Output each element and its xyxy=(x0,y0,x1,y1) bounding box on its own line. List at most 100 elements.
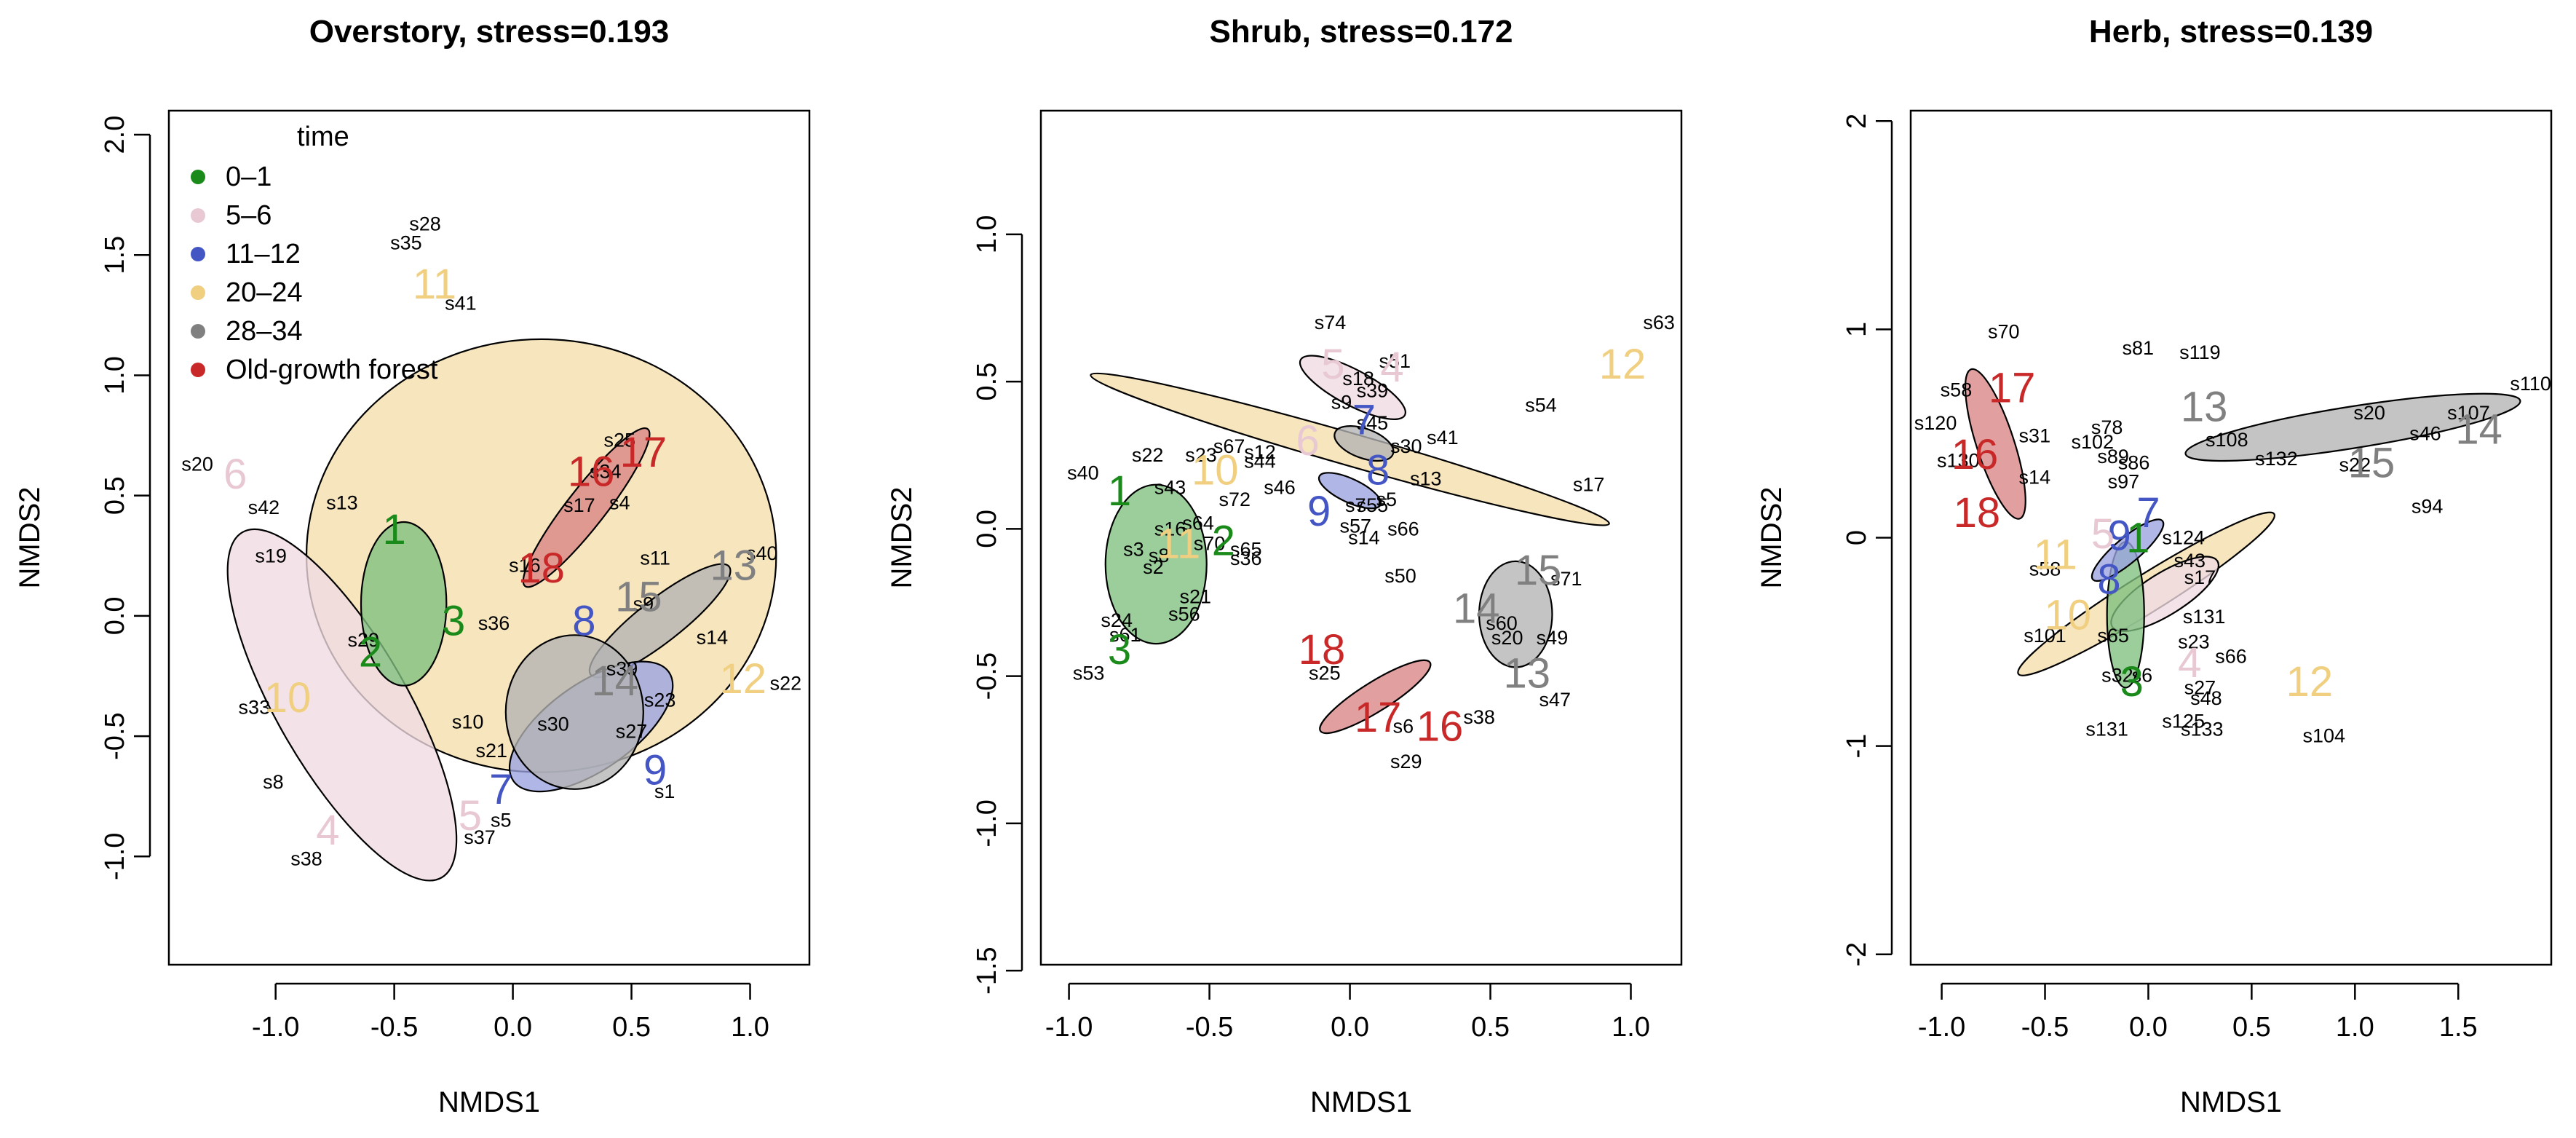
site-label: s25 xyxy=(603,430,635,451)
plot-frame xyxy=(167,109,811,966)
site-label: s51 xyxy=(1379,350,1411,372)
site-label: s43 xyxy=(1154,477,1186,499)
site-label: s29 xyxy=(347,629,379,651)
site-label: s58 xyxy=(1941,379,1973,400)
site-label: s49 xyxy=(1537,627,1569,649)
site-label: s47 xyxy=(1539,689,1572,711)
site-label: s27 xyxy=(616,720,648,742)
group-ellipse xyxy=(1104,483,1208,645)
y-tick-label: 0.5 xyxy=(100,476,130,515)
site-label: s9 xyxy=(633,593,654,615)
site-label: s46 xyxy=(1264,477,1296,499)
site-label: s32 xyxy=(2101,664,2133,686)
site-label: s45 xyxy=(1357,412,1389,434)
site-label: s120 xyxy=(1914,412,1957,434)
plot-number: 17 xyxy=(1355,694,1402,741)
site-label: s24 xyxy=(1101,609,1133,631)
site-label: s19 xyxy=(255,545,287,566)
site-label: s31 xyxy=(2019,424,2051,446)
site-label: s14 xyxy=(2019,467,2051,489)
site-label: s21 xyxy=(1180,585,1212,607)
site-label: s97 xyxy=(2108,470,2140,492)
site-label: s130 xyxy=(1937,450,1980,472)
site-label: s23 xyxy=(1185,444,1217,466)
site-label: s22 xyxy=(2339,454,2371,475)
site-label: s124 xyxy=(2162,527,2205,549)
site-label: s21 xyxy=(475,740,507,762)
site-label: s41 xyxy=(1427,427,1459,449)
plot-number: 12 xyxy=(2286,658,2334,706)
plot-number: 11 xyxy=(413,261,456,308)
y-tick-label: -1 xyxy=(1842,734,1872,759)
plot-number: 9 xyxy=(2108,513,2131,560)
y-tick-label: 2.0 xyxy=(100,116,130,154)
y-tick-label: 0.5 xyxy=(972,363,1002,401)
y-axis-label: NMDS2 xyxy=(886,486,918,588)
plot-number: 2 xyxy=(1212,518,1235,565)
site-label: s22 xyxy=(1132,444,1164,466)
x-tick-label: -0.5 xyxy=(370,1012,418,1043)
site-label: s8 xyxy=(1149,545,1170,566)
group-ellipse xyxy=(1299,355,1406,420)
plot-number: 18 xyxy=(518,545,565,592)
legend-marker xyxy=(191,170,205,184)
plot-number: 9 xyxy=(1307,488,1331,535)
legend-label: Old-growth forest xyxy=(226,355,438,385)
plot-number: 1 xyxy=(1108,467,1131,515)
site-label: s28 xyxy=(409,213,441,234)
chart-title: Overstory, stress=0.193 xyxy=(309,14,670,50)
plot-number: 11 xyxy=(2034,531,2077,578)
legend-marker xyxy=(191,324,205,339)
site-label: s11 xyxy=(640,548,670,569)
site-label: s10 xyxy=(452,711,484,732)
site-label: s64 xyxy=(1182,512,1214,534)
x-tick-label: -0.5 xyxy=(1186,1012,1233,1043)
plot-number: 12 xyxy=(1599,341,1646,388)
site-label: s29 xyxy=(1390,751,1422,773)
legend-label: 5–6 xyxy=(226,200,272,231)
plot-number: 14 xyxy=(1453,585,1500,633)
plot-number: 13 xyxy=(2181,383,2228,430)
site-label: s39 xyxy=(606,658,638,680)
site-label: s7 xyxy=(1345,494,1366,516)
plot-number: 5 xyxy=(1321,341,1344,388)
group-ellipse xyxy=(522,427,651,588)
site-label: s2 xyxy=(1143,556,1164,578)
site-label: s20 xyxy=(1491,627,1523,649)
plot-number: 2 xyxy=(359,628,382,676)
group-ellipse xyxy=(1317,472,1382,510)
site-label: s50 xyxy=(1384,565,1416,587)
site-label: s30 xyxy=(537,714,569,735)
x-tick-label: 1.5 xyxy=(2439,1012,2478,1043)
x-axis-label: NMDS1 xyxy=(438,1086,540,1118)
site-label: s56 xyxy=(1168,604,1200,625)
legend-marker xyxy=(191,247,205,261)
site-label: s40 xyxy=(1067,462,1099,484)
plot-number: 6 xyxy=(1296,417,1320,465)
site-label: s54 xyxy=(1525,394,1557,416)
site-label: s133 xyxy=(2181,719,2224,740)
site-label: s61 xyxy=(1109,624,1141,646)
site-label: s17 xyxy=(563,494,595,516)
legend: time 0–1 5–6 11–12 20–24 28–34 Old-growth fore… xyxy=(191,122,438,385)
y-axis-label: NMDS2 xyxy=(14,486,46,588)
y-tick-label: 1.0 xyxy=(100,356,130,395)
site-label: s102 xyxy=(2072,431,2115,453)
site-label: s39 xyxy=(1357,379,1389,401)
site-label: s6 xyxy=(2132,664,2153,686)
y-tick-label: 0.0 xyxy=(972,510,1002,548)
plot-number: 4 xyxy=(2178,639,2201,687)
site-label: s30 xyxy=(1390,435,1422,457)
site-label: s65 xyxy=(2097,625,2129,647)
site-label: s14 xyxy=(1348,527,1380,549)
site-label: s36 xyxy=(478,612,510,634)
plot-number: 11 xyxy=(1157,521,1200,568)
plot-number: 13 xyxy=(1503,650,1550,698)
site-label: s86 xyxy=(2118,452,2150,474)
site-label: s34 xyxy=(590,461,622,483)
site-label: s53 xyxy=(1073,663,1105,684)
plot-number: 1 xyxy=(2126,515,2149,562)
site-label: s67 xyxy=(1213,435,1245,457)
legend-label: 28–34 xyxy=(226,316,303,347)
